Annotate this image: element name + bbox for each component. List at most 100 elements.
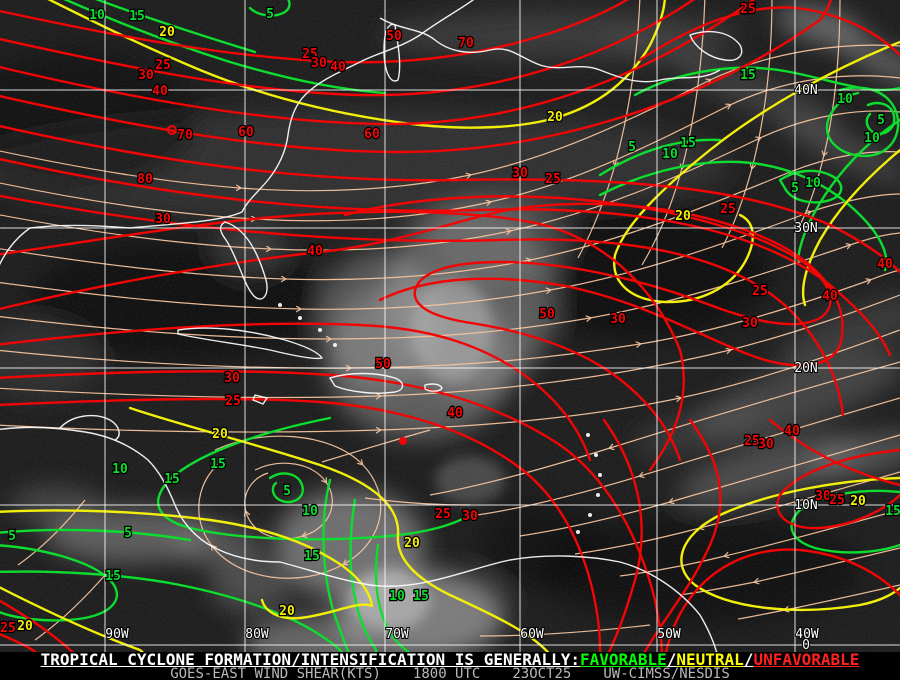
favorable-label: FAVORABLE	[580, 650, 667, 669]
shear-value-label: 50	[375, 357, 391, 372]
yellow-shear-contours	[0, 0, 900, 652]
shear-value-label: 5	[628, 140, 636, 155]
shear-value-label: 25	[155, 58, 171, 73]
shear-value-label: 25	[752, 284, 768, 299]
shear-value-label: 30	[138, 68, 154, 83]
shear-value-label: 20	[279, 604, 295, 619]
neutral-label: NEUTRAL	[676, 650, 744, 669]
slash2: /	[743, 650, 754, 669]
shear-value-label: 5	[124, 526, 132, 541]
shear-value-label: 30	[742, 316, 758, 331]
shear-value-label: 10	[837, 92, 853, 107]
shear-value-label: 25	[225, 394, 241, 409]
shear-value-label: 5	[877, 113, 885, 128]
shear-value-label: 15	[129, 9, 145, 24]
shear-value-label: 15	[304, 549, 320, 564]
longitude-label: 90W	[105, 627, 129, 642]
storm-position-dot	[399, 437, 407, 445]
shear-value-label: 25	[0, 621, 16, 636]
shear-value-label: 40	[307, 244, 323, 259]
shear-value-label: 30	[758, 437, 774, 452]
shear-value-label: 10	[662, 147, 678, 162]
shear-value-label: 40	[330, 60, 346, 75]
longitude-label: 50W	[657, 627, 681, 642]
latitude-label: 40N	[794, 83, 817, 98]
shear-value-label: 10	[805, 176, 821, 191]
longitude-label: 80W	[245, 627, 269, 642]
shear-value-label: 30	[311, 56, 327, 71]
headline: TROPICAL CYCLONE FORMATION/INTENSIFICATI…	[0, 652, 900, 668]
shear-value-label: 40	[822, 289, 838, 304]
shear-value-label: 15	[105, 569, 121, 584]
shear-value-label: 20	[404, 536, 420, 551]
cyclone-markers	[167, 125, 407, 445]
shear-value-label: 15	[413, 589, 429, 604]
shear-value-label: 5	[791, 181, 799, 196]
shear-value-label: 30	[224, 371, 240, 386]
shear-value-label: 20	[212, 427, 228, 442]
longitude-label: 70W	[385, 627, 409, 642]
shear-value-label: 20	[675, 209, 691, 224]
latlon-grid	[0, 0, 900, 652]
shear-value-label: 20	[159, 25, 175, 40]
satellite-map: 90W 80W 70W 60W 50W 40W 40N 30N 20N 10N 0 25 30 40 60…	[0, 0, 900, 652]
shear-value-label: 30	[815, 489, 831, 504]
shear-value-label: 5	[266, 7, 274, 22]
shear-value-label: 80	[137, 172, 153, 187]
latlon-grid-labels: 90W 80W 70W 60W 50W 40W 40N 30N 20N 10N 0	[104, 82, 820, 652]
satellite-noise-texture	[0, 0, 900, 652]
shear-value-label: 30	[155, 212, 171, 227]
shear-value-label: 15	[740, 68, 756, 83]
coastlines	[0, 0, 743, 652]
shear-value-label: 40	[784, 424, 800, 439]
shear-value-label: 20	[547, 110, 563, 125]
latitude-label: 30N	[794, 221, 817, 236]
shear-value-label: 60	[238, 125, 254, 140]
shear-value-label: 25	[720, 202, 736, 217]
shear-value-label: 70	[177, 128, 193, 143]
shear-value-label: 10	[389, 589, 405, 604]
shear-value-label: 5	[8, 529, 16, 544]
shear-value-label: 30	[512, 166, 528, 181]
footer: TROPICAL CYCLONE FORMATION/INTENSIFICATI…	[0, 652, 900, 680]
low-center-marker	[167, 125, 177, 135]
streamlines	[0, 0, 900, 641]
shear-value-label: 10	[89, 8, 105, 23]
shear-value-label: 15	[210, 457, 226, 472]
red-shear-contours	[0, 0, 900, 652]
latitude-label: 0	[802, 638, 810, 652]
shear-value-label: 50	[386, 29, 402, 44]
shear-value-label: 20	[17, 619, 33, 634]
shear-value-label: 60	[364, 127, 380, 142]
shear-value-label: 40	[152, 84, 168, 99]
shear-value-label: 15	[680, 136, 696, 151]
headline-text: TROPICAL CYCLONE FORMATION/INTENSIFICATI…	[40, 650, 581, 669]
credit-line: GOES-EAST WIND SHEAR(KTS) 1800 UTC 23OCT25…	[0, 666, 900, 680]
valid-date: 23OCT25	[512, 666, 572, 680]
longitude-label: 40W	[795, 627, 819, 642]
shear-value-label: 25	[744, 434, 760, 449]
unfavorable-label: UNFAVORABLE	[753, 650, 860, 669]
shear-value-label: 25	[829, 493, 845, 508]
shear-value-label: 10	[864, 131, 880, 146]
shear-value-label: 40	[877, 257, 893, 272]
latitude-label: 10N	[794, 498, 817, 513]
slash1: /	[666, 650, 677, 669]
shear-value-label: 15	[885, 504, 900, 519]
shear-value-label: 25	[302, 47, 318, 62]
shear-value-label: 25	[545, 172, 561, 187]
shear-value-label: 40	[447, 406, 463, 421]
shear-value-label: 20	[850, 494, 866, 509]
latitude-label: 20N	[794, 361, 817, 376]
shear-value-label: 10	[112, 462, 128, 477]
satellite-background	[0, 0, 900, 652]
green-shear-contours	[0, 0, 900, 652]
shear-value-label: 50	[539, 307, 555, 322]
shear-value-label: 30	[610, 312, 626, 327]
shear-value-label: 25	[435, 507, 451, 522]
data-source: UW-CIMSS/NESDIS	[603, 666, 730, 680]
longitude-label: 60W	[520, 627, 544, 642]
